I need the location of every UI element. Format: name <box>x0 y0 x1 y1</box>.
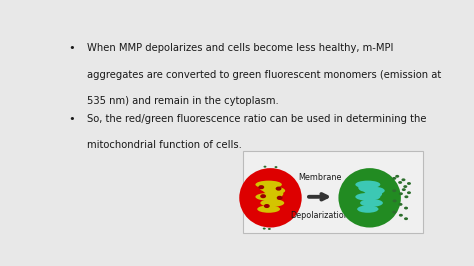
Ellipse shape <box>260 199 284 207</box>
Ellipse shape <box>404 207 408 210</box>
Text: So, the red/green fluorescence ratio can be used in determining the: So, the red/green fluorescence ratio can… <box>87 114 426 124</box>
Ellipse shape <box>392 189 396 192</box>
Ellipse shape <box>407 191 411 194</box>
Ellipse shape <box>399 192 403 195</box>
Ellipse shape <box>407 182 411 185</box>
Ellipse shape <box>399 203 402 206</box>
Ellipse shape <box>258 185 264 189</box>
Ellipse shape <box>275 186 282 191</box>
Ellipse shape <box>403 185 407 188</box>
Ellipse shape <box>404 217 408 220</box>
Ellipse shape <box>356 181 380 188</box>
Ellipse shape <box>356 193 380 201</box>
Ellipse shape <box>277 196 283 200</box>
Ellipse shape <box>260 194 266 198</box>
Text: mitochondrial function of cells.: mitochondrial function of cells. <box>87 140 242 151</box>
Ellipse shape <box>257 205 280 213</box>
Ellipse shape <box>338 168 401 227</box>
Ellipse shape <box>398 181 402 184</box>
Ellipse shape <box>357 205 378 213</box>
Ellipse shape <box>263 187 285 194</box>
Ellipse shape <box>255 181 282 188</box>
Ellipse shape <box>404 195 409 198</box>
Ellipse shape <box>264 166 266 168</box>
Ellipse shape <box>402 188 406 191</box>
Ellipse shape <box>255 193 282 201</box>
Ellipse shape <box>392 211 396 214</box>
Ellipse shape <box>364 187 385 194</box>
Ellipse shape <box>274 166 277 168</box>
Ellipse shape <box>360 199 383 207</box>
Ellipse shape <box>269 190 283 198</box>
Ellipse shape <box>401 178 405 181</box>
Ellipse shape <box>368 190 382 198</box>
Ellipse shape <box>264 204 270 208</box>
Ellipse shape <box>263 227 266 230</box>
FancyBboxPatch shape <box>243 151 423 233</box>
FancyArrowPatch shape <box>309 194 327 200</box>
Text: aggregates are converted to green fluorescent monomers (emission at: aggregates are converted to green fluore… <box>87 70 441 80</box>
Text: •: • <box>68 43 75 53</box>
Ellipse shape <box>259 184 274 192</box>
Ellipse shape <box>392 177 396 180</box>
Ellipse shape <box>239 168 301 227</box>
Text: When MMP depolarizes and cells become less healthy, m-MPI: When MMP depolarizes and cells become le… <box>87 43 393 53</box>
Text: Depolarization: Depolarization <box>291 211 349 220</box>
Ellipse shape <box>358 184 372 192</box>
Ellipse shape <box>392 200 397 202</box>
Ellipse shape <box>268 228 271 230</box>
Text: •: • <box>68 114 75 124</box>
Text: 535 nm) and remain in the cytoplasm.: 535 nm) and remain in the cytoplasm. <box>87 97 279 106</box>
Ellipse shape <box>395 175 399 178</box>
Text: Membrane: Membrane <box>298 173 342 182</box>
Ellipse shape <box>399 214 403 217</box>
